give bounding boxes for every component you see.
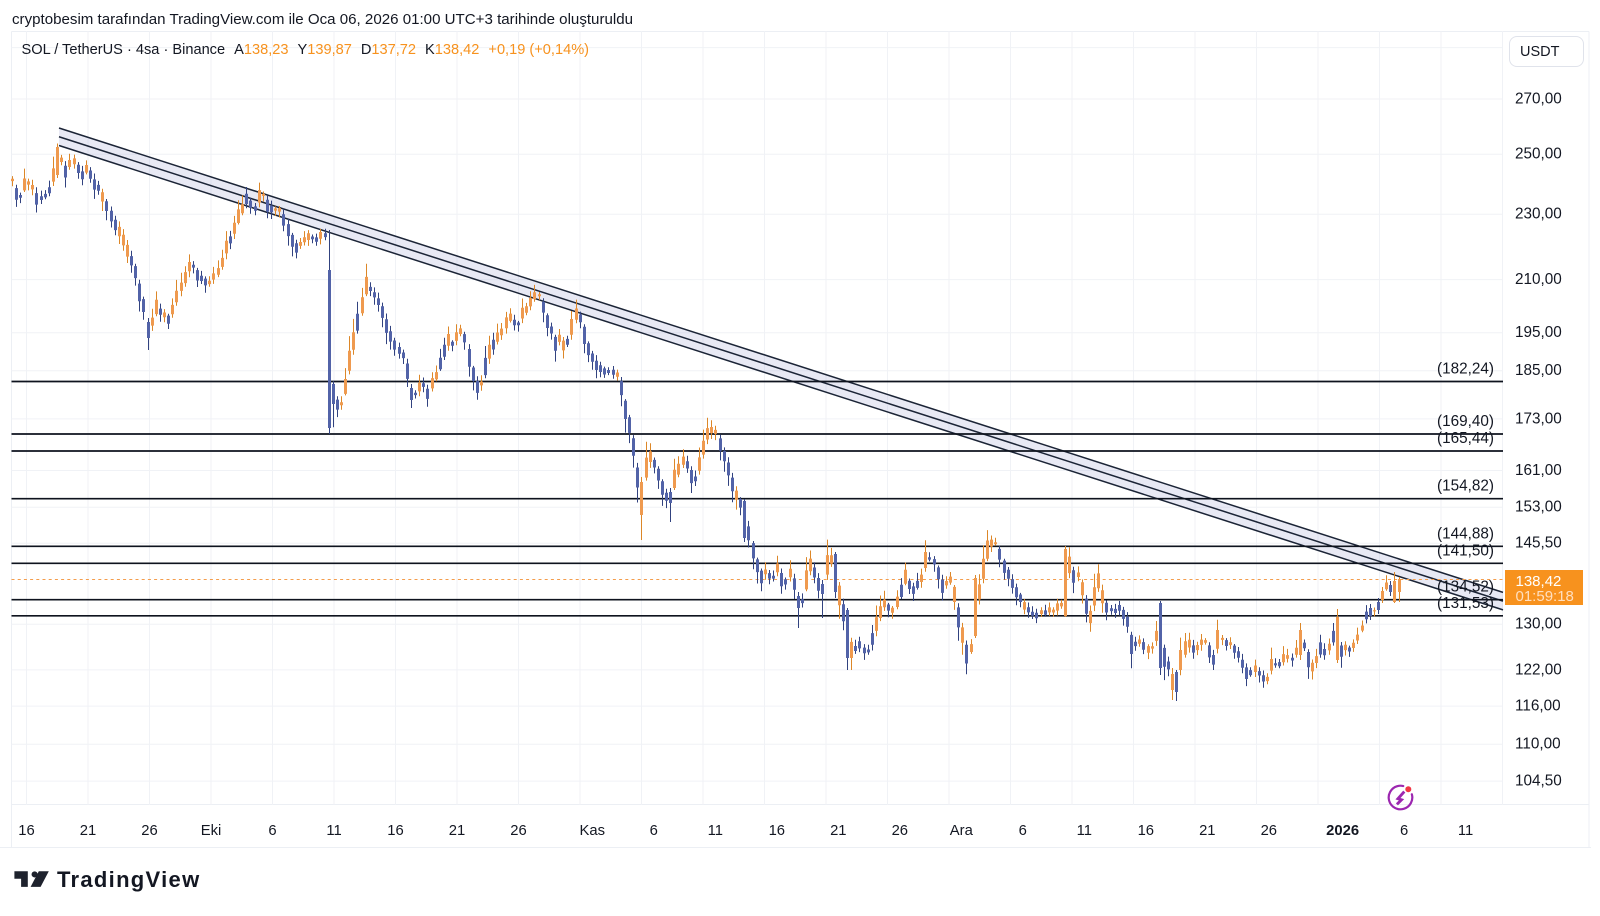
svg-text:(131,53): (131,53) <box>1437 595 1494 612</box>
svg-text:110,00: 110,00 <box>1515 736 1561 753</box>
svg-text:2026: 2026 <box>1326 823 1359 839</box>
svg-text:11: 11 <box>1077 823 1092 839</box>
svg-text:21: 21 <box>830 823 846 839</box>
svg-text:(141,50): (141,50) <box>1437 542 1494 559</box>
svg-text:16: 16 <box>1138 823 1154 839</box>
svg-text:16: 16 <box>387 823 403 839</box>
svg-text:Kas: Kas <box>580 823 606 839</box>
svg-text:26: 26 <box>892 823 908 839</box>
svg-text:161,00: 161,00 <box>1515 462 1562 479</box>
svg-text:104,50: 104,50 <box>1515 773 1562 790</box>
svg-text:26: 26 <box>141 823 157 839</box>
svg-text:(144,88): (144,88) <box>1437 525 1494 542</box>
svg-text:250,00: 250,00 <box>1515 146 1562 163</box>
svg-text:(134,52): (134,52) <box>1437 579 1494 596</box>
svg-text:TradingView: TradingView <box>57 867 201 892</box>
svg-text:130,00: 130,00 <box>1515 616 1562 633</box>
svg-text:153,00: 153,00 <box>1515 499 1562 516</box>
svg-text:21: 21 <box>80 823 96 839</box>
svg-text:21: 21 <box>449 823 465 839</box>
svg-text:16: 16 <box>769 823 785 839</box>
svg-text:173,00: 173,00 <box>1515 410 1562 427</box>
svg-text:6: 6 <box>1400 823 1408 839</box>
svg-text:Ara: Ara <box>950 823 974 839</box>
svg-text:Eki: Eki <box>201 823 222 839</box>
svg-text:26: 26 <box>1261 823 1277 839</box>
svg-text:16: 16 <box>18 823 34 839</box>
svg-text:6: 6 <box>650 823 658 839</box>
svg-text:116,00: 116,00 <box>1515 698 1561 715</box>
svg-text:6: 6 <box>268 823 276 839</box>
svg-text:270,00: 270,00 <box>1515 90 1562 107</box>
svg-text:11: 11 <box>708 823 723 839</box>
svg-text:210,00: 210,00 <box>1515 271 1562 288</box>
svg-text:26: 26 <box>510 823 526 839</box>
svg-text:230,00: 230,00 <box>1515 206 1562 223</box>
svg-text:11: 11 <box>326 823 341 839</box>
svg-text:(182,24): (182,24) <box>1437 361 1494 378</box>
svg-text:145,50: 145,50 <box>1515 535 1562 552</box>
svg-text:6: 6 <box>1019 823 1027 839</box>
svg-text:185,00: 185,00 <box>1515 362 1562 379</box>
svg-text:21: 21 <box>1199 823 1215 839</box>
svg-text:(169,40): (169,40) <box>1437 413 1494 430</box>
svg-text:195,00: 195,00 <box>1515 324 1562 341</box>
svg-text:(154,82): (154,82) <box>1437 478 1494 495</box>
svg-text:11: 11 <box>1458 823 1473 839</box>
svg-text:(165,44): (165,44) <box>1437 430 1494 447</box>
svg-text:122,00: 122,00 <box>1515 661 1562 678</box>
